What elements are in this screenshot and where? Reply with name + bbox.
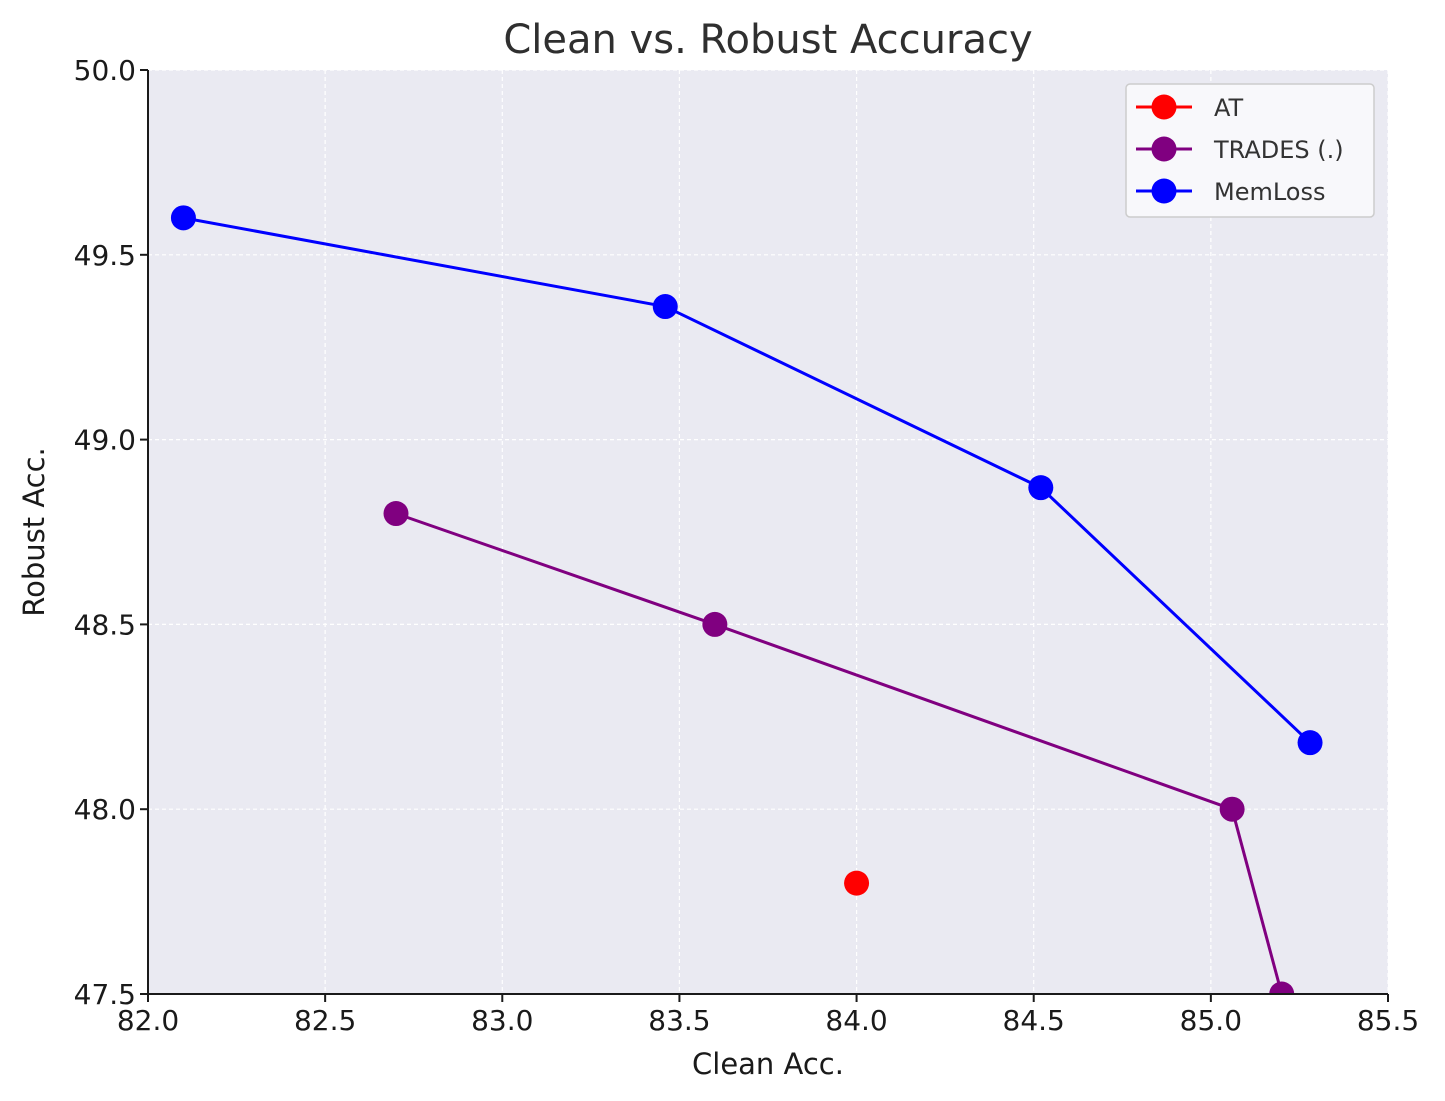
memloss-line: [183, 216, 1312, 744]
memloss-point: [1028, 475, 1054, 501]
memloss-point: [652, 294, 678, 320]
axes: [147, 70, 1388, 995]
y-tick-label: 48.5: [74, 608, 136, 641]
x-tick-label: 84.0: [825, 1004, 887, 1037]
trades-point: [383, 501, 409, 527]
x-axis-label: Clean Acc.: [692, 1047, 844, 1081]
legend-memloss-label: MemLoss: [1214, 178, 1326, 206]
legend: AT TRADES (.) MemLoss: [1125, 83, 1375, 218]
chart-title: Clean vs. Robust Accuracy: [503, 17, 1032, 63]
y-tick-label: 48.0: [74, 793, 136, 826]
ticks: 82.0 82.5 83.0 83.5 84.0 84.5 85.0 85.5 47.5 48.0…: [74, 54, 1420, 1037]
legend-memloss-marker: [1151, 178, 1177, 204]
x-tick-label: 83.5: [648, 1004, 710, 1037]
y-tick-label: 47.5: [74, 978, 136, 1011]
legend-at-label: AT: [1214, 94, 1244, 122]
legend-box: [1125, 83, 1375, 218]
trades-point: [1219, 796, 1245, 822]
y-tick-label: 49.0: [74, 424, 136, 457]
memloss-point: [1297, 730, 1323, 756]
x-tick-label: 85.5: [1357, 1004, 1419, 1037]
trades-point: [1269, 981, 1295, 994]
plot-area: [148, 70, 1388, 994]
x-tick-label: 82.5: [294, 1004, 356, 1037]
x-tick-label: 85.0: [1180, 1004, 1242, 1037]
series-group: [170, 205, 1323, 994]
trades-point: [702, 611, 728, 637]
legend-at-marker: [1151, 94, 1177, 120]
memloss-point: [170, 205, 196, 231]
legend-trades-label: TRADES (.): [1213, 136, 1344, 164]
at-point: [844, 870, 870, 896]
x-tick-label: 82.0: [117, 1004, 179, 1037]
y-tick-label: 49.5: [74, 239, 136, 272]
y-axis-label: Robust Acc.: [17, 447, 51, 617]
x-tick-label: 84.5: [1003, 1004, 1065, 1037]
y-tick-label: 50.0: [74, 54, 136, 87]
legend-trades-marker: [1151, 136, 1177, 162]
x-tick-label: 83.0: [471, 1004, 533, 1037]
trades-line: [395, 512, 1284, 994]
